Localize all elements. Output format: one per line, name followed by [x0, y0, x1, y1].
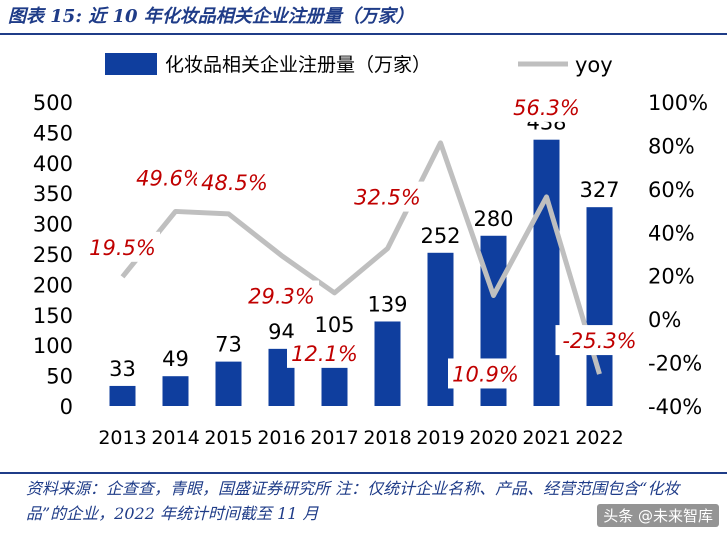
source-note: 资料来源：企查查，青眼，国盛证券研究所 注：仅统计企业名称、产品、经营范围包含“…: [26, 479, 680, 523]
yoy-label-box: [287, 337, 362, 368]
bar-value-label: 105: [314, 313, 354, 337]
y-right-tick-label: 20%: [648, 265, 695, 289]
bar: [586, 207, 613, 406]
y-right-tick-label: 0%: [648, 308, 681, 332]
legend-bar-label: 化妆品相关企业注册量（万家）: [165, 54, 431, 76]
y-left-tick-label: 450: [33, 121, 73, 145]
line-series: [120, 140, 602, 375]
yoy-label: 49.6%: [136, 166, 203, 190]
top-rule: [0, 33, 727, 35]
legend-bar-swatch: [105, 53, 157, 75]
y-right-tick-label: 40%: [648, 221, 695, 245]
yoy-label-box: [85, 231, 160, 262]
x-tick-label: 2017: [310, 427, 358, 449]
yoy-label-box: [132, 162, 207, 193]
x-tick-label: 2018: [363, 427, 411, 449]
yoy-label: 29.3%: [248, 285, 315, 309]
yoy-label-box: [244, 280, 319, 311]
y-axis-left: 0 50 100 150 200 250 300 350 400 450 500: [33, 91, 73, 419]
bar-value-label: 280: [473, 207, 513, 231]
yoy-labels: 19.5%49.6%48.5%29.3%12.1%32.5%81.2%10.9%…: [85, 91, 644, 389]
y-left-tick-label: 0: [60, 395, 73, 419]
yoy-label: 32.5%: [354, 186, 421, 210]
x-tick-label: 2016: [257, 427, 305, 449]
yoy-label: 10.9%: [452, 362, 519, 386]
bar: [374, 321, 401, 406]
yoy-label: 12.1%: [291, 342, 358, 366]
y-left-tick-label: 400: [33, 152, 73, 176]
bar: [109, 385, 136, 406]
y-left-tick-label: 100: [33, 334, 73, 358]
yoy-label-box: [509, 91, 584, 122]
x-tick-label: 2019: [416, 427, 464, 449]
bar: [162, 376, 189, 406]
yoy-label: 56.3%: [513, 96, 580, 120]
yoy-label: 48.5%: [201, 171, 268, 195]
yoy-label: -25.3%: [562, 329, 636, 353]
y-right-tick-label: 100%: [648, 91, 708, 115]
x-tick-label: 2021: [522, 427, 570, 449]
bar-value-label: 252: [420, 224, 460, 248]
yoy-line: [120, 140, 602, 375]
y-left-tick-label: 300: [33, 213, 73, 237]
bar-value-label: 49: [162, 347, 189, 371]
legend: 化妆品相关企业注册量（万家） yoy: [105, 53, 613, 77]
y-right-tick-label: -20%: [648, 352, 702, 376]
y-left-tick-label: 250: [33, 243, 73, 267]
legend-line-label: yoy: [575, 53, 613, 77]
bar-value-label: 139: [367, 292, 407, 316]
bar-value-label: 33: [109, 357, 136, 381]
x-tick-label: 2014: [151, 427, 199, 449]
y-right-tick-label: 60%: [648, 178, 695, 202]
y-left-tick-label: 50: [46, 365, 73, 389]
y-right-tick-label: 80%: [648, 134, 695, 158]
y-axis-right: -40% -20% 0% 20% 40% 60% 80% 100%: [648, 91, 708, 419]
yoy-label: 19.5%: [89, 236, 156, 260]
y-left-tick-label: 350: [33, 182, 73, 206]
bottom-rule: [0, 472, 727, 474]
bar: [533, 139, 560, 407]
y-left-tick-label: 200: [33, 273, 73, 297]
chart-caption: 图表 15: 近 10 年化妆品相关企业注册量（万家）: [8, 6, 414, 27]
x-tick-label: 2022: [575, 427, 623, 449]
chart: 化妆品相关企业注册量（万家） yoy 0 50 100 150 200 250 300 350…: [33, 53, 708, 449]
yoy-label-box: [350, 181, 425, 212]
bar-value-label: 73: [215, 333, 242, 357]
yoy-label-box: [197, 166, 272, 197]
x-axis: 2013 2014 2015 2016 2017 2018 2019 2020 2021 2022: [98, 427, 623, 449]
x-tick-label: 2013: [98, 427, 146, 449]
y-left-tick-label: 500: [33, 91, 73, 115]
watermark: 头条 @未来智库: [597, 504, 719, 527]
bar: [215, 361, 242, 406]
yoy-label-box: [555, 325, 644, 356]
y-right-tick-label: -40%: [648, 395, 702, 419]
x-tick-label: 2020: [469, 427, 517, 449]
x-tick-label: 2015: [204, 427, 252, 449]
bar-value-label: 327: [579, 178, 619, 202]
yoy-label-box: [448, 358, 523, 389]
y-left-tick-label: 150: [33, 304, 73, 328]
